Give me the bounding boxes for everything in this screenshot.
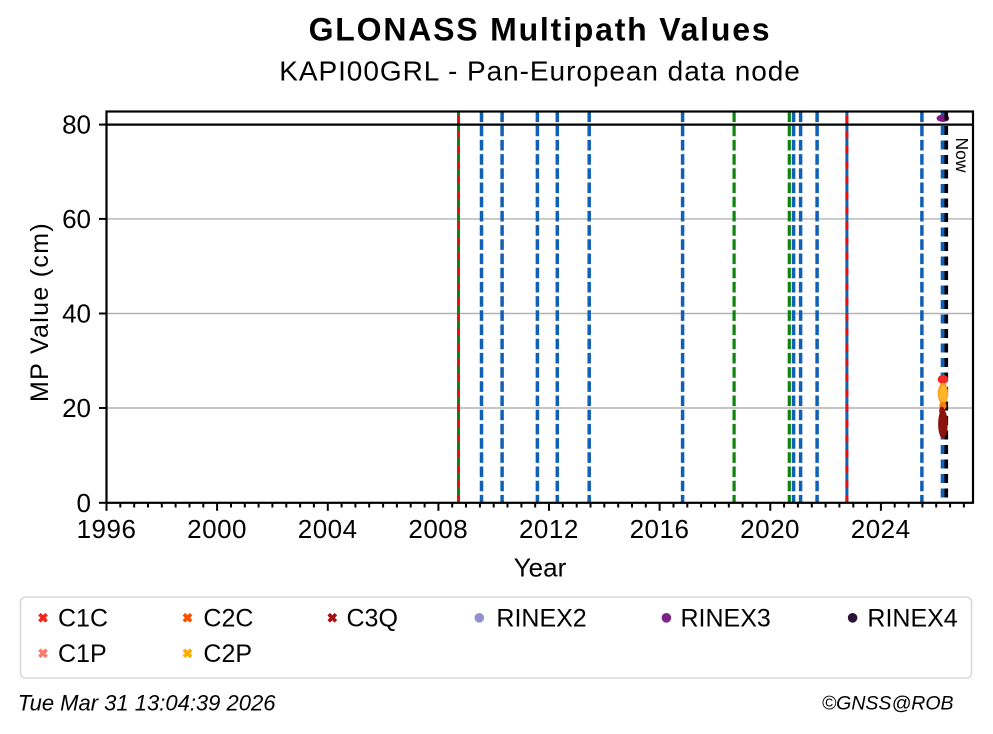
svg-text:©GNSS@ROB: ©GNSS@ROB <box>822 692 954 714</box>
svg-text:40: 40 <box>62 299 91 329</box>
svg-text:2012: 2012 <box>519 514 579 544</box>
svg-text:RINEX3: RINEX3 <box>681 605 771 633</box>
svg-text:RINEX2: RINEX2 <box>496 605 586 633</box>
svg-text:2016: 2016 <box>630 514 690 544</box>
svg-text:GLONASS Multipath Values: GLONASS Multipath Values <box>309 12 772 48</box>
svg-text:C1C: C1C <box>58 605 108 633</box>
svg-text:Tue Mar 31 13:04:39 2026: Tue Mar 31 13:04:39 2026 <box>18 690 276 715</box>
svg-text:C1P: C1P <box>58 640 107 668</box>
svg-text:C2P: C2P <box>203 640 252 668</box>
svg-text:2020: 2020 <box>740 514 800 544</box>
svg-text:Now: Now <box>952 138 972 173</box>
svg-text:KAPI00GRL - Pan-European data: KAPI00GRL - Pan-European data node <box>279 56 801 87</box>
svg-text:2000: 2000 <box>187 514 247 544</box>
svg-text:MP Value (cm): MP Value (cm) <box>26 222 54 402</box>
svg-text:2004: 2004 <box>298 514 358 544</box>
svg-text:Year: Year <box>514 553 567 583</box>
svg-text:20: 20 <box>62 393 91 423</box>
svg-text:2008: 2008 <box>408 514 468 544</box>
svg-text:2024: 2024 <box>851 514 911 544</box>
svg-text:1996: 1996 <box>77 514 137 544</box>
svg-text:C3Q: C3Q <box>347 605 398 633</box>
svg-text:C2C: C2C <box>203 605 253 633</box>
svg-text:0: 0 <box>77 488 91 518</box>
svg-text:80: 80 <box>62 110 91 140</box>
svg-text:60: 60 <box>62 204 91 234</box>
svg-text:RINEX4: RINEX4 <box>867 605 957 633</box>
